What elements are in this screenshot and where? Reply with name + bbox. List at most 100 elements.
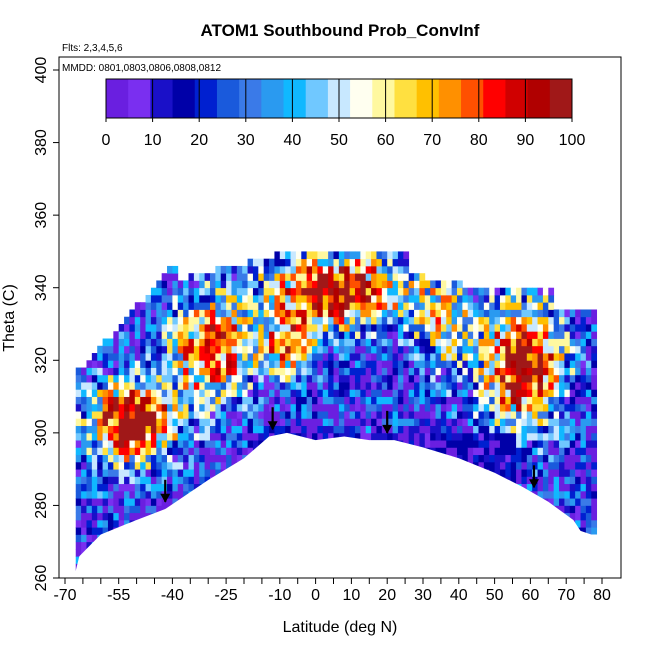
heat-cell bbox=[269, 374, 275, 383]
heat-cell bbox=[424, 411, 431, 419]
heat-cell bbox=[537, 360, 544, 368]
heat-cell bbox=[580, 389, 587, 397]
heat-cell bbox=[559, 382, 565, 390]
heat-cell bbox=[236, 411, 243, 419]
heat-cell bbox=[569, 418, 576, 426]
heat-cell bbox=[209, 280, 216, 289]
heat-cell bbox=[134, 461, 141, 470]
heat-cell bbox=[274, 396, 281, 405]
heat-cell bbox=[349, 360, 356, 368]
heat-cell bbox=[585, 353, 592, 361]
heat-cell bbox=[360, 273, 367, 281]
heat-cell bbox=[338, 425, 345, 434]
heat-cell bbox=[113, 519, 120, 528]
heat-cell bbox=[263, 382, 270, 390]
heat-cell bbox=[86, 396, 93, 405]
heat-cell bbox=[585, 382, 592, 390]
heat-cell bbox=[521, 287, 528, 296]
heat-cell bbox=[344, 403, 351, 412]
heat-cell bbox=[124, 519, 130, 528]
heat-cell bbox=[134, 324, 141, 332]
heat-cell bbox=[494, 294, 501, 303]
heat-cell bbox=[231, 374, 238, 383]
heat-cell bbox=[306, 258, 313, 267]
heat-cell bbox=[150, 403, 157, 412]
heat-cell bbox=[129, 483, 136, 492]
heat-cell bbox=[102, 360, 109, 368]
heat-cell bbox=[354, 374, 361, 383]
heat-cell bbox=[365, 389, 372, 397]
heat-cell bbox=[499, 382, 506, 390]
heat-cell bbox=[419, 302, 426, 310]
heat-cell bbox=[129, 418, 136, 426]
heat-cell bbox=[371, 324, 377, 332]
heat-cell bbox=[124, 367, 130, 376]
heat-cell bbox=[317, 258, 324, 267]
heat-cell bbox=[499, 353, 506, 361]
heat-cell bbox=[231, 418, 238, 426]
heat-cell bbox=[349, 331, 356, 339]
heat-cell bbox=[414, 345, 420, 354]
heat-cell bbox=[156, 302, 163, 310]
heat-cell bbox=[559, 360, 565, 368]
heat-cell bbox=[161, 302, 168, 310]
heat-cell bbox=[140, 302, 146, 310]
heat-cell bbox=[220, 280, 227, 289]
heat-cell bbox=[516, 461, 522, 470]
heat-cell bbox=[161, 418, 168, 426]
heat-cell bbox=[392, 265, 399, 274]
heat-cell bbox=[107, 447, 114, 456]
heat-cell bbox=[526, 403, 533, 412]
heat-cell bbox=[532, 389, 538, 397]
heat-cell bbox=[354, 324, 361, 332]
heat-cell bbox=[387, 353, 393, 361]
heat-cell bbox=[193, 461, 200, 470]
heat-cell bbox=[209, 316, 216, 325]
heat-cell bbox=[473, 411, 479, 419]
heat-cell bbox=[526, 447, 533, 456]
heat-cell bbox=[199, 294, 206, 303]
heat-cell bbox=[312, 411, 318, 419]
heat-cell bbox=[312, 425, 318, 434]
heat-cell bbox=[81, 432, 87, 441]
heat-cell bbox=[473, 403, 479, 412]
heat-cell bbox=[97, 411, 103, 419]
heat-cell bbox=[505, 324, 512, 332]
heat-cell bbox=[591, 498, 598, 506]
heat-cell bbox=[75, 447, 82, 456]
heat-cell bbox=[440, 280, 447, 289]
heat-cell bbox=[580, 440, 587, 448]
heat-cell bbox=[564, 490, 571, 499]
heat-cell bbox=[252, 338, 259, 347]
heat-cell bbox=[537, 476, 544, 485]
heat-cell bbox=[107, 483, 114, 492]
heat-cell bbox=[585, 345, 592, 354]
heat-cell bbox=[75, 483, 82, 492]
heat-cell bbox=[580, 476, 587, 485]
heat-cell bbox=[306, 353, 313, 361]
heat-cell bbox=[494, 345, 501, 354]
heat-cell bbox=[349, 294, 356, 303]
heat-cell bbox=[215, 345, 222, 354]
heat-cell bbox=[301, 374, 308, 383]
heat-cell bbox=[387, 287, 393, 296]
heat-cell bbox=[285, 367, 291, 376]
heat-cell bbox=[424, 382, 431, 390]
heat-cell bbox=[392, 338, 399, 347]
heat-cell bbox=[107, 469, 114, 477]
heat-cell bbox=[279, 331, 286, 339]
heat-cell bbox=[591, 447, 598, 456]
heat-cell bbox=[183, 345, 189, 354]
colorbar-swatch bbox=[216, 79, 240, 118]
heat-cell bbox=[317, 411, 324, 419]
terrain-mask bbox=[65, 432, 602, 578]
heat-cell bbox=[177, 309, 184, 318]
heat-cell bbox=[419, 389, 426, 397]
heat-cell bbox=[575, 432, 581, 441]
heat-cell bbox=[354, 287, 361, 296]
heat-cell bbox=[473, 338, 479, 347]
heat-cell bbox=[408, 331, 415, 339]
heat-cell bbox=[285, 294, 291, 303]
heat-cell bbox=[295, 302, 302, 310]
heat-cell bbox=[242, 374, 248, 383]
